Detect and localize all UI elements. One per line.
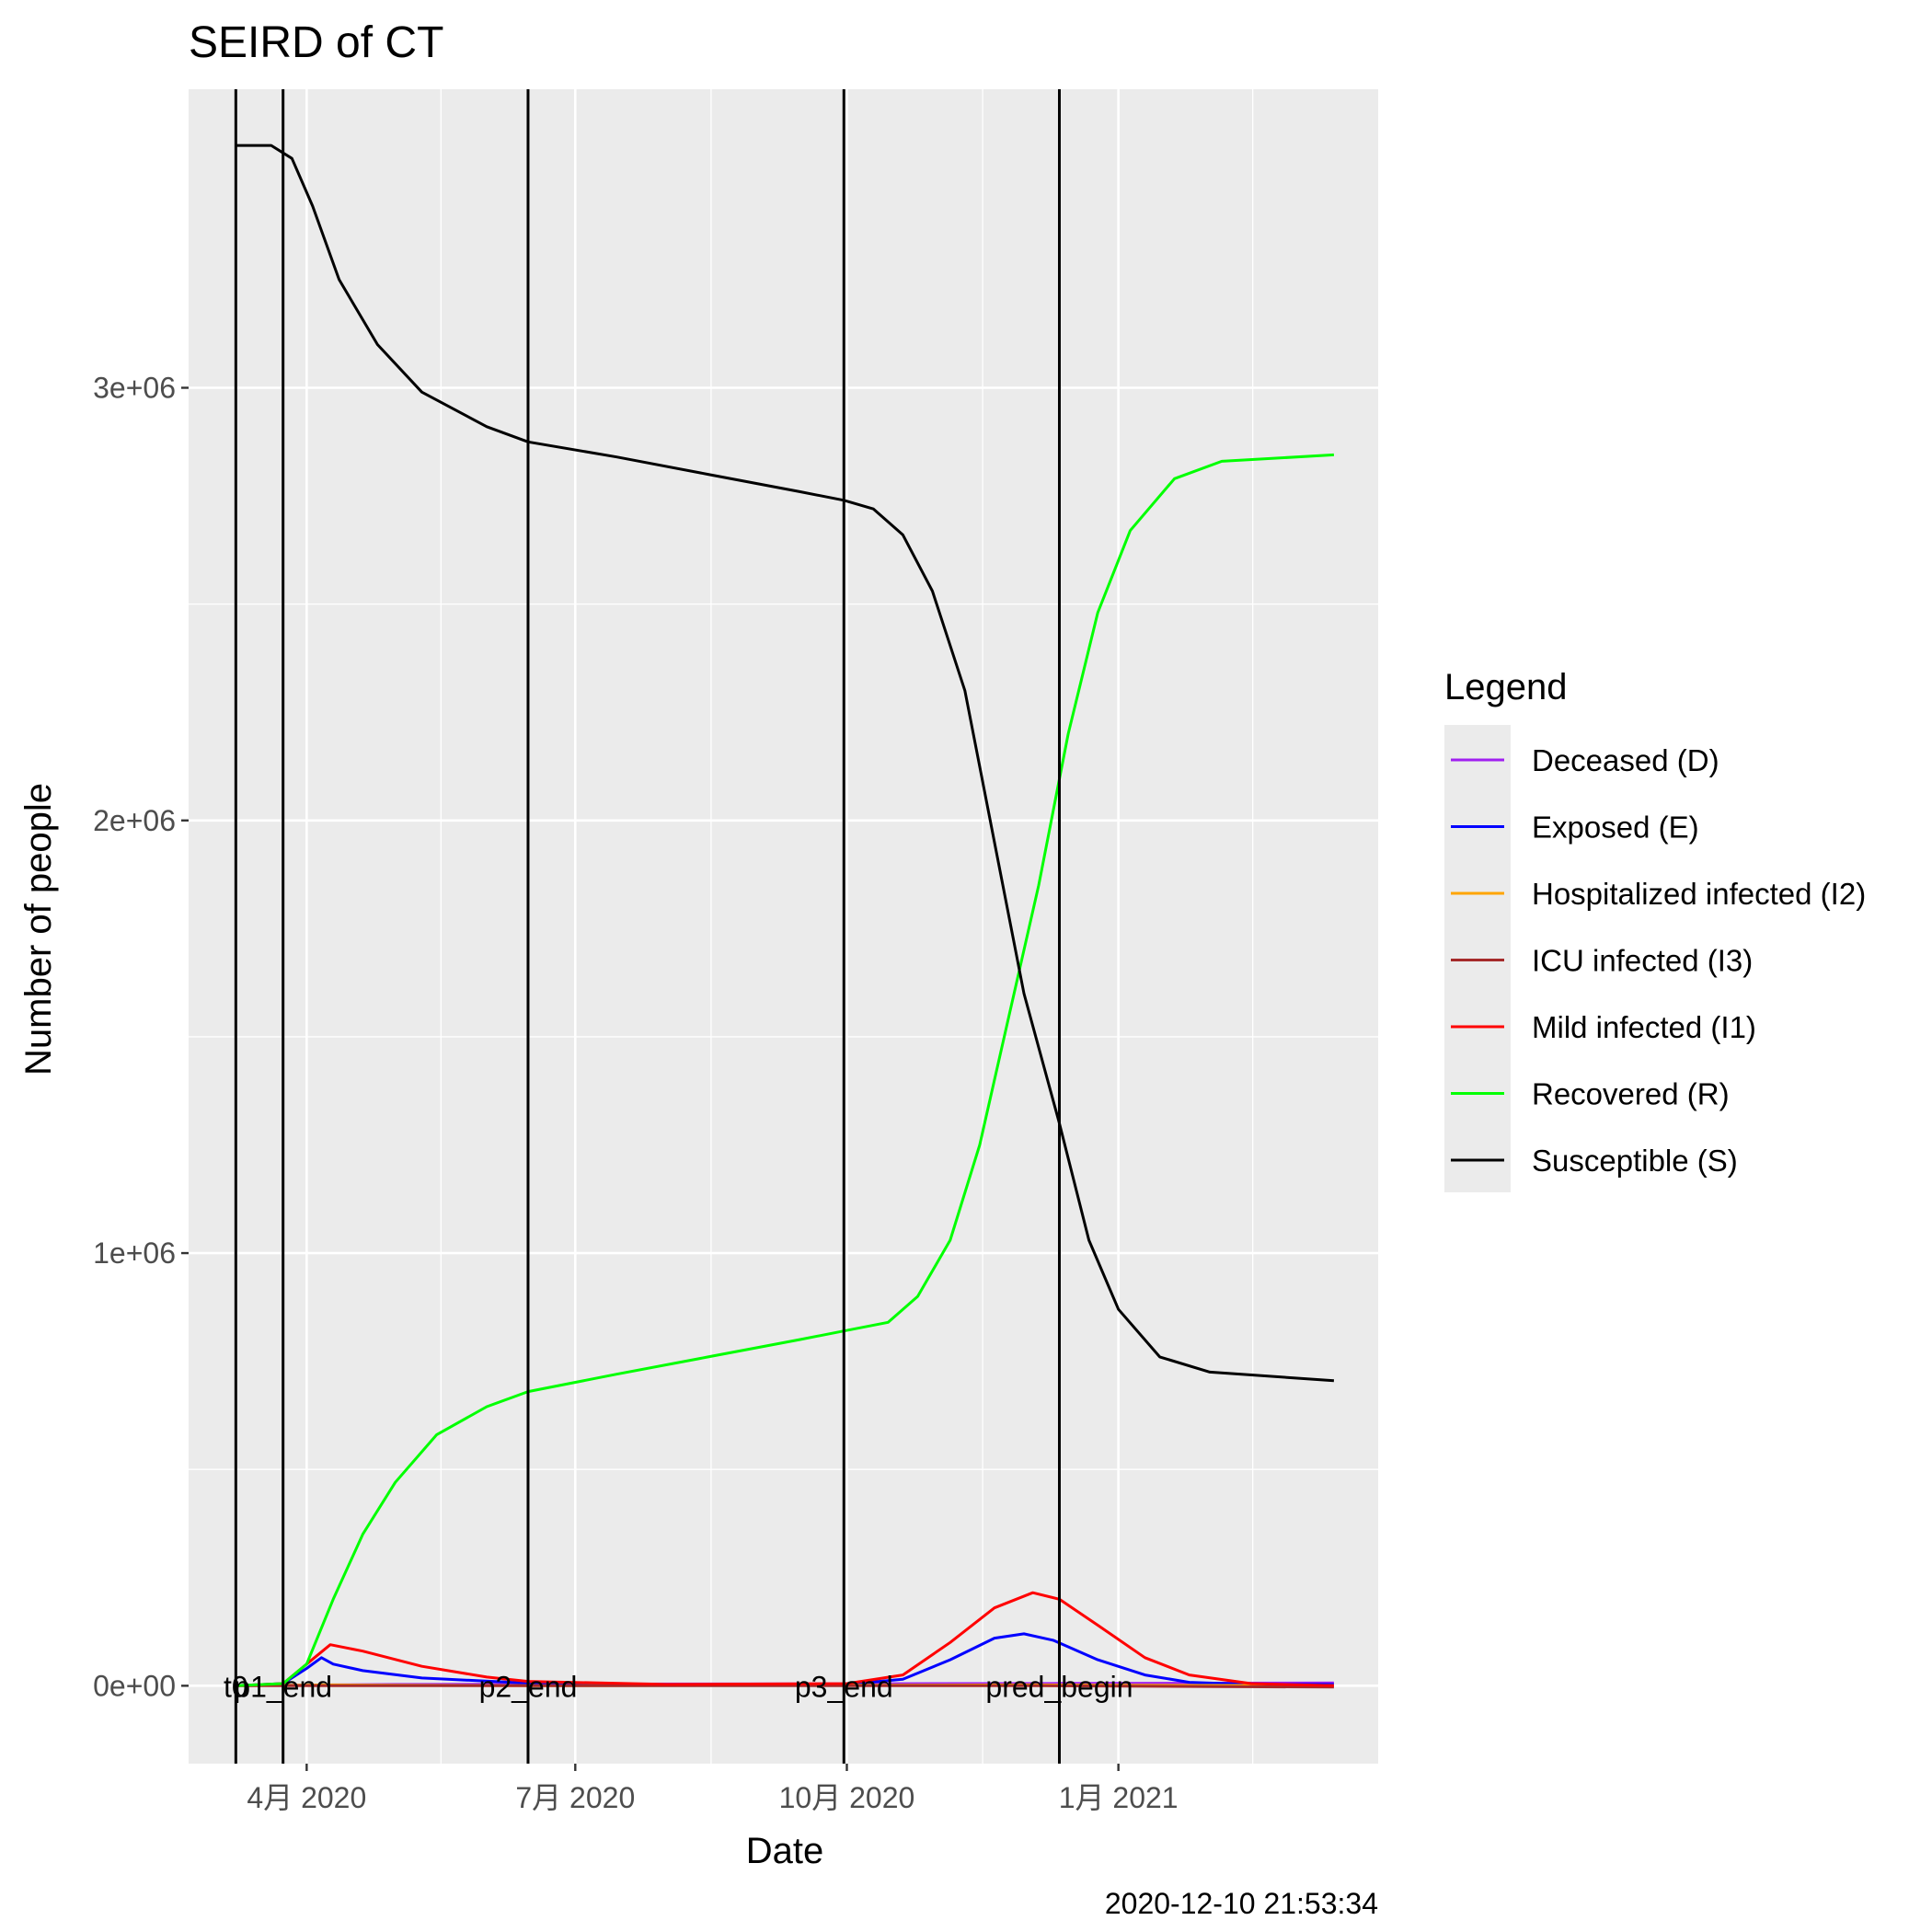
- vline-label-p2-end: p2_end: [479, 1670, 578, 1703]
- vertical-lines: [234, 89, 1061, 1764]
- vline-label-p1-end: p1_end: [234, 1670, 332, 1703]
- legend-label: Hospitalized infected (I2): [1532, 877, 1866, 911]
- x-tick-label: 1月 2021: [1059, 1781, 1179, 1814]
- y-axis-title: Number of people: [18, 783, 59, 1075]
- y-tick-label: 1e+06: [93, 1236, 176, 1270]
- x-axis: 4月 2020 7月 2020 10月 2020 1月 2021: [247, 1764, 1179, 1814]
- legend-label: Susceptible (S): [1532, 1144, 1738, 1178]
- plot-panel: [189, 89, 1378, 1764]
- legend-label: Deceased (D): [1532, 743, 1719, 777]
- y-tick-label: 0e+00: [93, 1669, 176, 1702]
- x-tick-label: 7月 2020: [515, 1781, 635, 1814]
- x-axis-title: Date: [746, 1831, 824, 1871]
- y-tick-label: 2e+06: [93, 804, 176, 837]
- vline-label-t0: t0: [224, 1670, 248, 1703]
- y-axis: 0e+00 1e+06 2e+06 3e+06: [93, 371, 189, 1702]
- x-tick-label: 10月 2020: [779, 1781, 915, 1814]
- legend-label: Mild infected (I1): [1532, 1010, 1756, 1044]
- legend-label: Exposed (E): [1532, 811, 1699, 845]
- series-line-mild-infected-i1: [236, 1591, 1334, 1687]
- grid-minor: [189, 89, 1378, 1764]
- chart-caption: 2020-12-10 21:53:34: [1105, 1887, 1378, 1920]
- chart-title: SEIRD of CT: [189, 18, 443, 67]
- legend-label: ICU infected (I3): [1532, 944, 1753, 978]
- x-tick-label: 4月 2020: [247, 1781, 366, 1814]
- legend-title: Legend: [1444, 667, 1567, 707]
- grid-major: [189, 89, 1378, 1764]
- legend-label: Recovered (R): [1532, 1077, 1730, 1111]
- series-line-icu-infected-i3: [236, 1684, 1334, 1689]
- y-tick-label: 3e+06: [93, 371, 176, 404]
- vline-label-p3-end: p3_end: [795, 1670, 893, 1703]
- series-line-exposed-e: [236, 1632, 1334, 1687]
- legend: Legend Deceased (D) Exposed (E) Hospitaliz…: [1444, 667, 1866, 1192]
- vline-label-pred-begin: pred_begin: [985, 1670, 1133, 1703]
